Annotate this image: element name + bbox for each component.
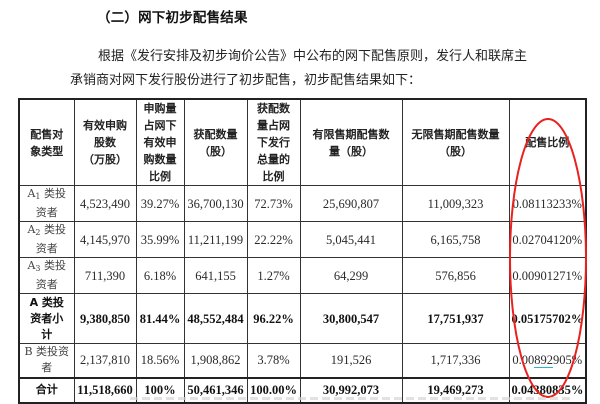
table-row-subtotal: A 类投 资者小计 9,380,850 81.44% 48,552,484 96.… [18, 293, 587, 344]
valid-subscription-cell: 9,380,850 [73, 293, 137, 344]
allocated-shares-cell: 1,908,862 [183, 343, 248, 378]
unrestricted-shares-cell: 11,009,323 [401, 185, 510, 222]
category-cell: A1 类投 资者 [18, 185, 75, 222]
valid-subscription-cell: 11,518,660 [73, 377, 137, 403]
header-restricted-shares: 有限售期配售数 量（股） [299, 98, 403, 186]
subscription-share-cell: 6.18% [135, 257, 185, 294]
table-row: A3 类投 资者 711,390 6.18% 641,155 1.27% 64,2… [18, 257, 587, 294]
restricted-shares-cell: 191,526 [299, 343, 403, 378]
allocated-share-of-total-cell: 72.73% [246, 185, 301, 222]
category-cell: A2 类投 资者 [18, 221, 75, 258]
allocation-ratio-cell: 0.00892905% [508, 343, 587, 378]
header-allocation-ratio: 配售比例 [508, 98, 587, 186]
paragraph-line-1: 根据《发行安排及初步询价公告》中公布的网下配售原则，发行人和联席主 [98, 49, 528, 64]
table-header-row: 配售对 象类型 有效申购 股数 （万股） 申购量 占网下 有效申 购数量 比例 获配数量 （股）… [18, 98, 587, 186]
valid-subscription-cell: 711,390 [73, 257, 137, 294]
allocated-shares-cell: 48,552,484 [183, 293, 248, 344]
allocation-ratio-cell: 0.05175702% [508, 293, 587, 344]
unrestricted-shares-cell: 576,856 [401, 257, 510, 294]
category-cell: A 类投 资者小计 [18, 293, 75, 344]
restricted-shares-cell: 25,690,807 [299, 185, 403, 222]
subscription-share-cell: 35.99% [135, 221, 185, 258]
faded-next-line-text [130, 397, 570, 400]
header-category: 配售对 象类型 [18, 98, 75, 186]
unrestricted-shares-cell: 1,717,336 [401, 343, 510, 378]
subscription-share-cell: 39.27% [135, 185, 185, 222]
unrestricted-shares-cell: 6,165,758 [401, 221, 510, 258]
table-row: B 类投资者 2,137,810 18.56% 1,908,862 3.78% … [18, 343, 587, 378]
category-cell: A3 类投 资者 [18, 257, 75, 294]
allocated-shares-cell: 36,700,130 [183, 185, 248, 222]
table-row: A1 类投 资者 4,523,490 39.27% 36,700,130 72.7… [18, 185, 587, 222]
subscription-share-cell: 81.44% [135, 293, 185, 344]
valid-subscription-cell: 4,145,970 [73, 221, 137, 258]
subscription-share-cell: 18.56% [135, 343, 185, 378]
restricted-shares-cell: 5,045,441 [299, 221, 403, 258]
header-unrestricted-shares: 无限售期配售数量 （股） [401, 98, 510, 186]
restricted-shares-cell: 30,800,547 [299, 293, 403, 344]
header-allocated-share-of-total: 获配数 量占网 下发行 总量的 比例 [246, 98, 301, 186]
allocation-ratio-cell: 0.02704120% [508, 221, 587, 258]
valid-subscription-cell: 2,137,810 [73, 343, 137, 378]
allocated-shares-cell: 11,211,199 [183, 221, 248, 258]
spellcheck-underline: 892 [534, 353, 553, 369]
allocation-ratio-cell: 0.08113233% [508, 185, 587, 222]
allocated-shares-cell: 641,155 [183, 257, 248, 294]
section-title: （二）网下初步配售结果 [97, 10, 248, 26]
category-cell: 合计 [18, 377, 75, 403]
valid-subscription-cell: 4,523,490 [73, 185, 137, 222]
allocated-share-of-total-cell: 22.22% [246, 221, 301, 258]
allocated-share-of-total-cell: 96.22% [246, 293, 301, 344]
allocation-table: 配售对 象类型 有效申购 股数 （万股） 申购量 占网下 有效申 购数量 比例 获配数量 （股）… [18, 98, 587, 404]
restricted-shares-cell: 64,299 [299, 257, 403, 294]
allocated-share-of-total-cell: 3.78% [246, 343, 301, 378]
header-allocated-shares: 获配数量 （股） [183, 98, 248, 186]
paragraph-line-2: 承销商对网下发行股份进行了初步配售，初步配售结果如下： [70, 73, 422, 88]
allocated-share-of-total-cell: 1.27% [246, 257, 301, 294]
header-subscription-share: 申购量 占网下 有效申 购数量 比例 [135, 98, 185, 186]
allocation-ratio-cell: 0.00901271% [508, 257, 587, 294]
table-row: A2 类投 资者 4,145,970 35.99% 11,211,199 22.2… [18, 221, 587, 258]
header-valid-subscription: 有效申购 股数 （万股） [73, 98, 137, 186]
unrestricted-shares-cell: 17,751,937 [401, 293, 510, 344]
category-cell: B 类投资者 [18, 343, 75, 378]
